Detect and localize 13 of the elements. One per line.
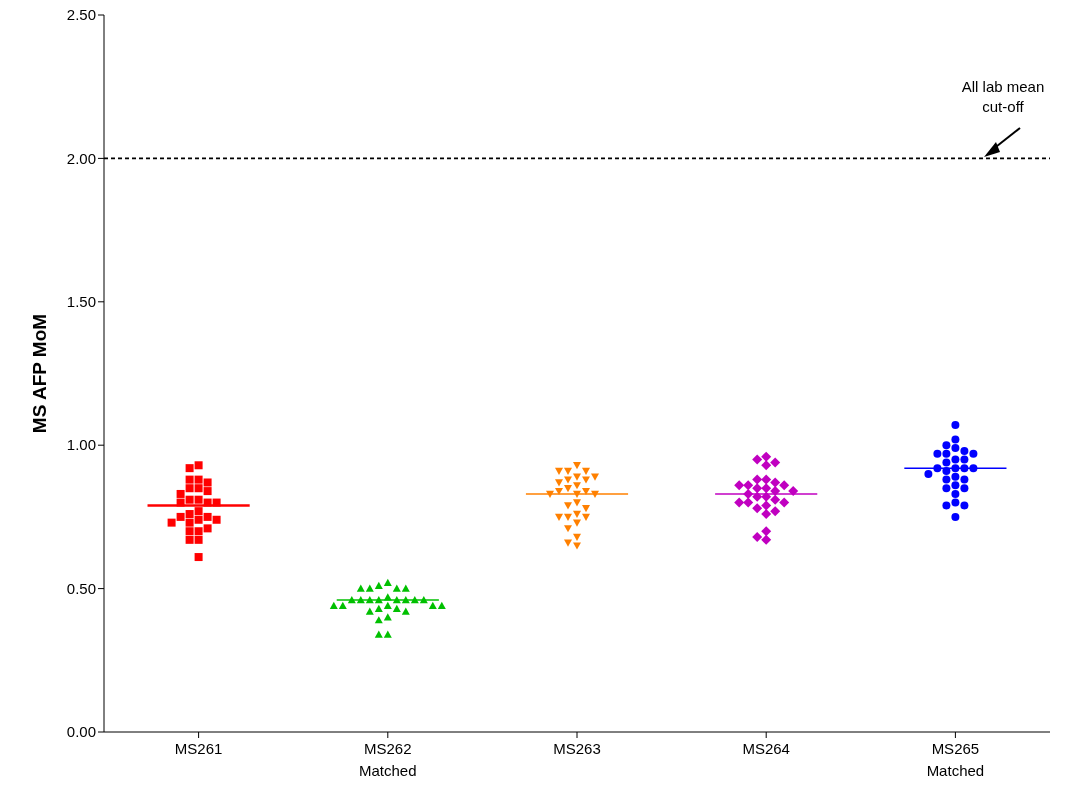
- y-tick-label: 0.00: [66, 723, 96, 741]
- x-tick-label: MS262 Matched: [359, 740, 417, 779]
- y-axis-title: MS AFP MoM: [29, 313, 50, 434]
- x-tick-label: MS261: [174, 740, 223, 757]
- x-tick-label: MS264: [742, 740, 790, 757]
- ref-line-label: All lab mean cut-off: [961, 78, 1045, 115]
- y-tick-label: 0.50: [66, 579, 96, 597]
- y-tick-label: 1.00: [66, 436, 96, 454]
- y-tick-label: 2.00: [66, 149, 96, 167]
- x-tick-label: MS263: [553, 740, 601, 757]
- x-tick-label: MS265 Matched: [926, 740, 985, 779]
- y-tick-label: 1.50: [66, 293, 96, 311]
- y-tick-label: 2.50: [66, 6, 96, 24]
